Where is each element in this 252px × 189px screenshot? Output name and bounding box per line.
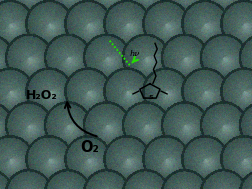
Text: S: S — [149, 95, 153, 100]
Text: hν: hν — [130, 50, 140, 58]
Text: H₂O₂: H₂O₂ — [26, 89, 57, 102]
Text: O₂: O₂ — [80, 140, 99, 155]
